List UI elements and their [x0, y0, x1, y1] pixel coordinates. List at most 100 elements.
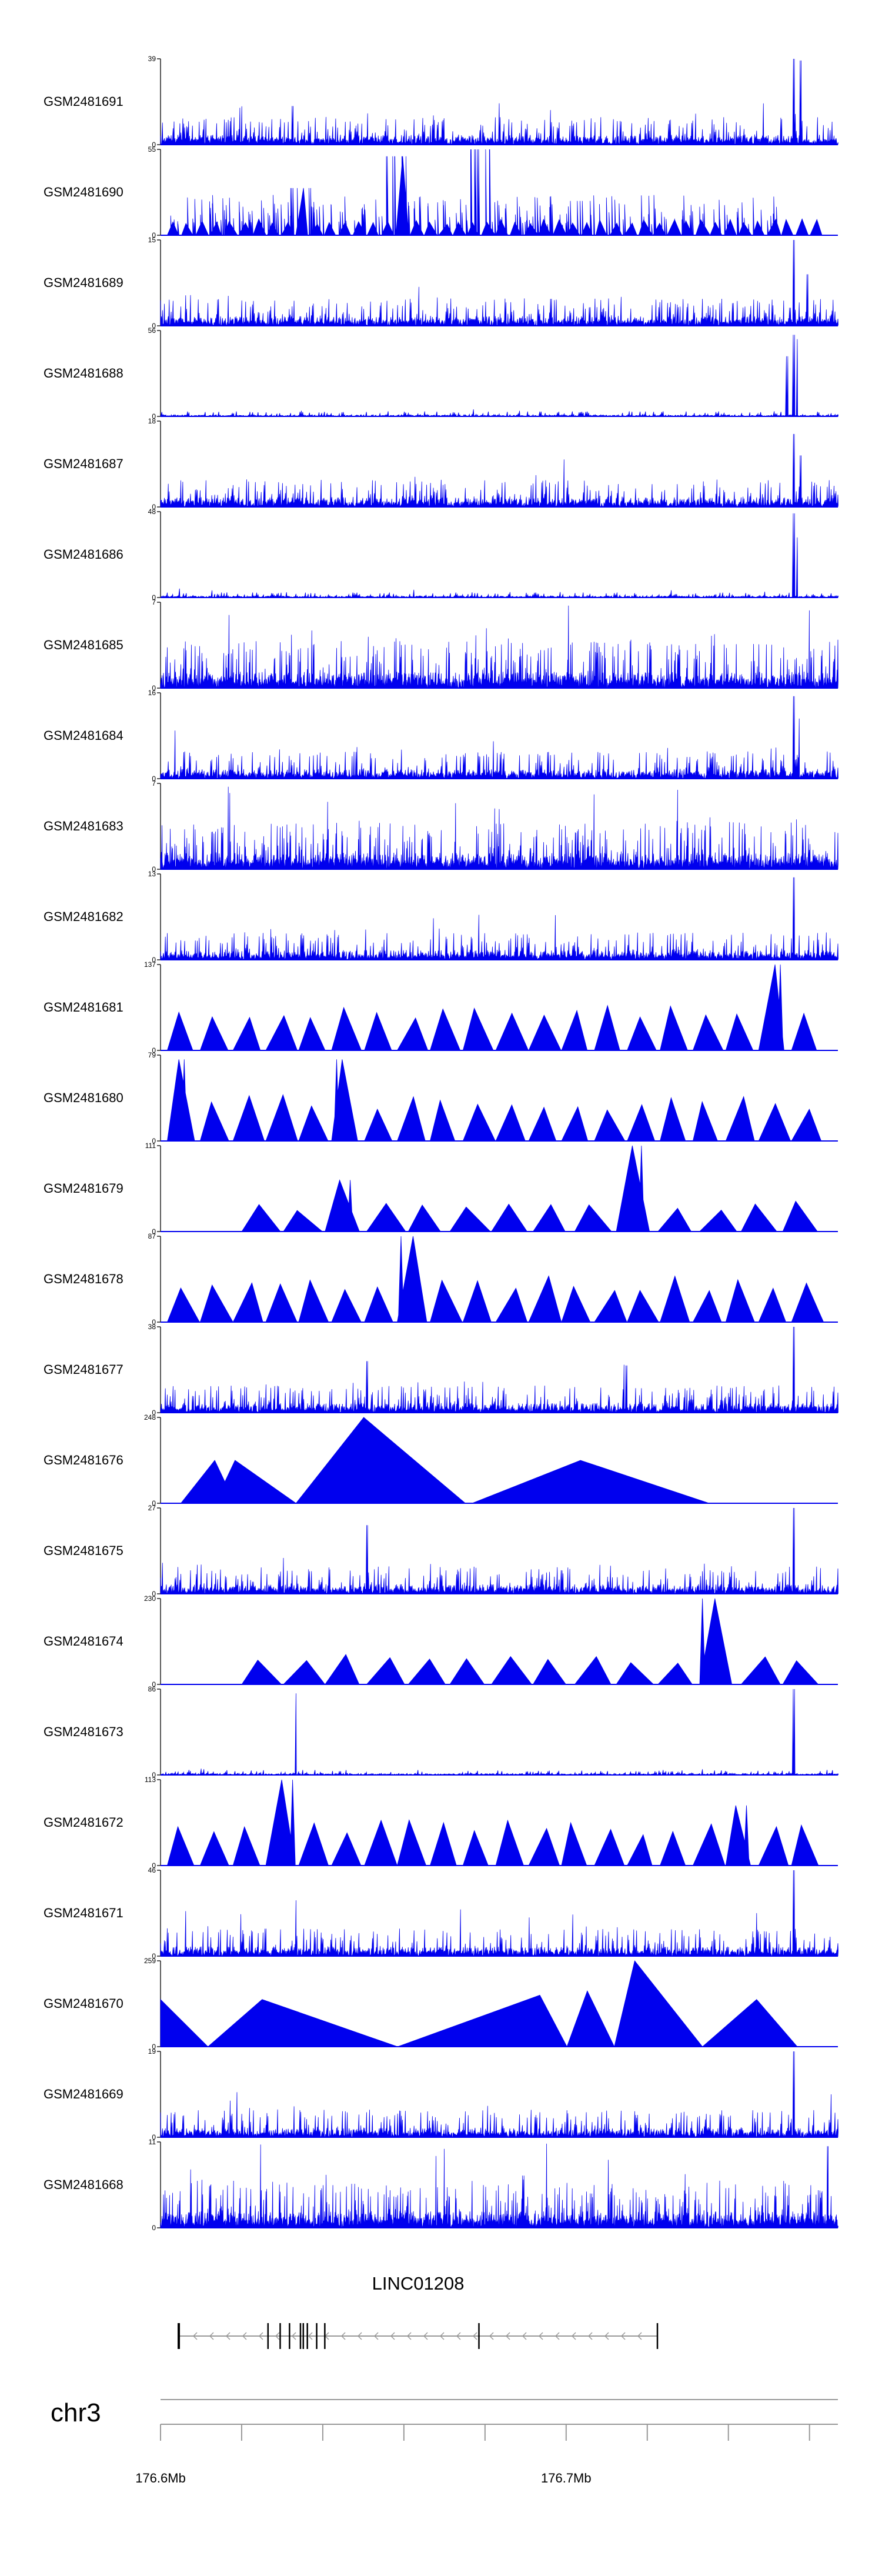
- exon-mark: [316, 2323, 318, 2349]
- strand-arrow: [587, 2332, 593, 2340]
- y-max-tick-label: 113: [144, 1776, 156, 1784]
- track: GSM2481670 259 0: [0, 1957, 882, 2051]
- y-min-tick-label: 0: [152, 775, 156, 783]
- track: GSM2481679 111 0: [0, 1142, 882, 1236]
- track-label: GSM2481668: [44, 2177, 123, 2192]
- exon-mark: [302, 2323, 305, 2349]
- track: GSM2481671 46 0: [0, 1867, 882, 1960]
- track-label: GSM2481679: [44, 1181, 123, 1196]
- track-plot: [157, 1779, 838, 1866]
- y-max-tick-label: 259: [143, 1957, 156, 1965]
- track-label: GSM2481671: [44, 1906, 123, 1920]
- track: GSM2481673 86 0: [0, 1686, 882, 1779]
- track-plot: [157, 1145, 838, 1232]
- track-plot: [157, 1689, 839, 1776]
- y-max-tick-label: 248: [143, 1413, 156, 1422]
- y-min-tick-label: 0: [152, 593, 156, 602]
- y-max-tick-label: 15: [148, 236, 156, 244]
- track: GSM2481686 48 0: [0, 508, 882, 602]
- track: GSM2481672 113 0: [0, 1776, 882, 1870]
- track-label: GSM2481678: [44, 1272, 123, 1286]
- signal-area: [180, 1417, 710, 1504]
- exon-mark: [324, 2323, 326, 2349]
- y-min-tick-label: 0: [152, 1318, 156, 1326]
- strand-arrow: [308, 2332, 313, 2340]
- y-min-tick-label: 0: [152, 1409, 156, 1417]
- y-min-tick-label: 0: [152, 2043, 156, 2051]
- strand-arrow: [423, 2332, 428, 2340]
- y-min-tick-label: 0: [152, 684, 156, 692]
- track-label: GSM2481690: [44, 185, 123, 199]
- axis-tick-label: 176.7Mb: [541, 2471, 592, 2485]
- track: GSM2481674 230 0: [0, 1595, 882, 1689]
- strand-arrow: [373, 2332, 379, 2340]
- track-label: GSM2481670: [44, 1996, 123, 2011]
- strand-arrow: [258, 2332, 263, 2340]
- y-min-tick-label: 0: [152, 1046, 156, 1055]
- track-plot: [157, 783, 838, 870]
- track: GSM2481689 15 0: [0, 236, 882, 330]
- y-max-tick-label: 48: [148, 508, 156, 516]
- track-plot: [157, 1236, 838, 1323]
- strand-arrow: [472, 2332, 477, 2340]
- strand-arrow: [522, 2332, 527, 2340]
- track-plot: [157, 1507, 838, 1594]
- track-plot: [157, 1055, 838, 1142]
- track-label: GSM2481680: [44, 1090, 123, 1105]
- strand-arrow: [357, 2332, 362, 2340]
- signal-area: [160, 786, 838, 870]
- y-min-tick-label: 0: [152, 1771, 156, 1779]
- y-max-tick-label: 56: [148, 326, 156, 335]
- track-label: GSM2481684: [44, 728, 123, 743]
- y-max-tick-label: 39: [148, 55, 156, 63]
- y-min-tick-label: 0: [152, 1861, 156, 1870]
- track: GSM2481682 13 0: [0, 870, 882, 964]
- exon-mark: [279, 2323, 281, 2349]
- track: GSM2481683 7 0: [0, 780, 882, 873]
- track-plot: [157, 602, 838, 689]
- y-max-tick-label: 16: [148, 689, 156, 697]
- track-plot: [157, 330, 839, 418]
- signal-area: [160, 2143, 838, 2229]
- track: GSM2481684 16 0: [0, 689, 882, 783]
- strand-arrow: [538, 2332, 543, 2340]
- y-max-tick-label: 11: [148, 2138, 156, 2146]
- y-min-tick-label: 0: [152, 322, 156, 330]
- y-min-tick-label: 0: [152, 956, 156, 964]
- y-max-tick-label: 19: [148, 2047, 156, 2056]
- track-plot: [157, 1417, 838, 1504]
- strand-arrow: [637, 2332, 642, 2340]
- signal-area: [160, 605, 838, 689]
- strand-arrow: [192, 2332, 198, 2340]
- track-plot: [157, 511, 839, 599]
- y-min-tick-label: 0: [152, 141, 156, 149]
- track-label: GSM2481674: [44, 1634, 123, 1649]
- y-max-tick-label: 111: [145, 1142, 156, 1150]
- gene-name-label: LINC01208: [372, 2273, 465, 2294]
- track-label: GSM2481685: [44, 638, 123, 652]
- track: GSM2481675 27 0: [0, 1504, 882, 1598]
- signal-area: [160, 433, 838, 508]
- strand-arrow: [439, 2332, 445, 2340]
- track: GSM2481669 19 0: [0, 2047, 882, 2141]
- exon-mark: [478, 2323, 480, 2349]
- strand-arrow: [242, 2332, 247, 2340]
- y-max-tick-label: 87: [148, 1232, 156, 1240]
- strand-arrow: [554, 2332, 560, 2340]
- strand-arrow: [571, 2332, 576, 2340]
- track-plot: [157, 2141, 838, 2229]
- track-plot: [157, 692, 838, 780]
- y-min-tick-label: 0: [152, 1680, 156, 1689]
- strand-arrow: [604, 2332, 609, 2340]
- track: GSM2481691 39 0: [0, 55, 882, 149]
- y-min-tick-label: 0: [152, 2224, 156, 2232]
- y-min-tick-label: 0: [152, 231, 156, 239]
- y-min-tick-label: 0: [152, 1227, 156, 1236]
- y-min-tick-label: 0: [152, 412, 156, 421]
- track-label: GSM2481677: [44, 1362, 123, 1377]
- track-label: GSM2481686: [44, 547, 123, 562]
- strand-arrow: [275, 2332, 280, 2340]
- y-min-tick-label: 0: [152, 1590, 156, 1598]
